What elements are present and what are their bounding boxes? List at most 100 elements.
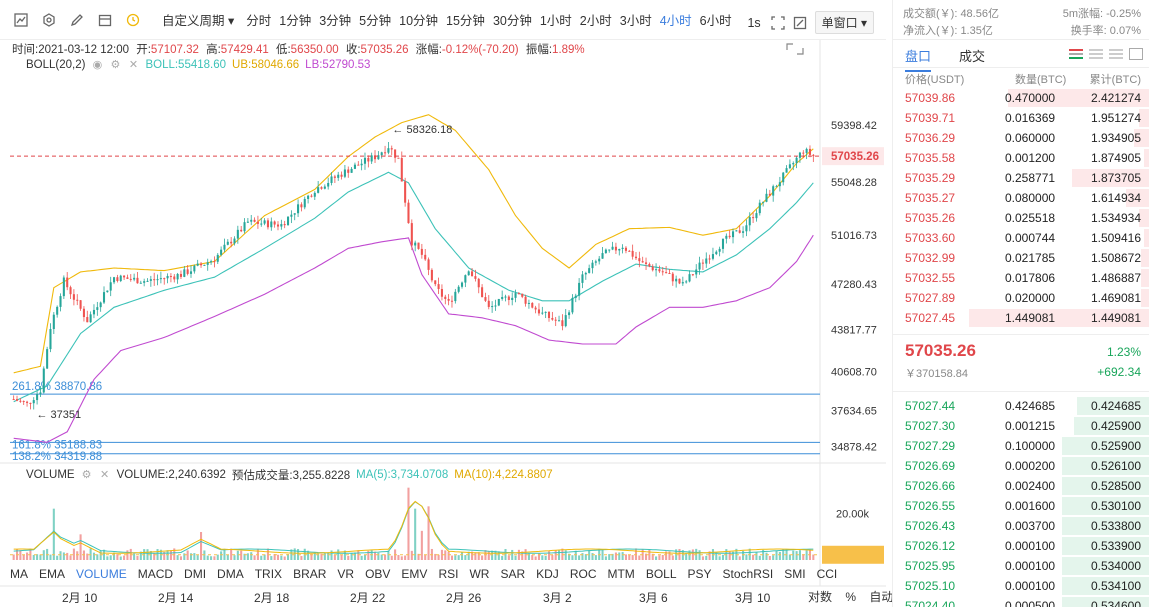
bid-row[interactable]: 57025.10 0.000100 0.534100 xyxy=(893,576,1149,596)
indicator-tab[interactable]: CCI xyxy=(816,567,838,581)
ask-row[interactable]: 57032.99 0.021785 1.508672 xyxy=(893,248,1149,268)
ask-row[interactable]: 57039.86 0.470000 2.421274 xyxy=(893,88,1149,108)
single-window-dropdown[interactable]: 单窗口 ▾ xyxy=(814,11,874,34)
view-depth-icon[interactable] xyxy=(1129,48,1143,60)
candle-body xyxy=(742,231,745,233)
candle-body xyxy=(96,307,99,310)
ask-row[interactable]: 57039.71 0.016369 1.951274 xyxy=(893,108,1149,128)
date-tick: 2月 14 xyxy=(158,591,194,605)
indicator-tab[interactable]: SMI xyxy=(784,567,806,581)
period-option[interactable]: 1分钟 xyxy=(279,14,312,28)
indicator-tab[interactable]: DMA xyxy=(217,567,244,581)
indicator-tab[interactable]: BOLL xyxy=(645,567,677,581)
indicator-tab[interactable]: EMA xyxy=(39,567,66,581)
ask-row[interactable]: 57035.58 0.001200 1.874905 xyxy=(893,148,1149,168)
order-total: 1.508672 xyxy=(1090,251,1141,265)
ask-row[interactable]: 57027.45 1.449081 1.449081 xyxy=(893,308,1149,328)
indicator-tab[interactable]: ROC xyxy=(569,567,597,581)
calendar-icon[interactable] xyxy=(98,13,112,27)
period-option[interactable]: 2小时 xyxy=(579,14,612,28)
bid-row[interactable]: 57026.43 0.003700 0.533800 xyxy=(893,516,1149,536)
bid-row[interactable]: 57027.44 0.424685 0.424685 xyxy=(893,396,1149,416)
volume-bar xyxy=(109,555,112,560)
period-option[interactable]: 30分钟 xyxy=(492,14,532,28)
last-change-amount: +692.34 xyxy=(1097,365,1141,379)
indicator-tab[interactable]: MTM xyxy=(607,567,635,581)
auto-scale-toggle[interactable]: 自动 xyxy=(869,590,894,604)
bid-row[interactable]: 57026.66 0.002400 0.528500 xyxy=(893,476,1149,496)
volume-bar xyxy=(437,554,440,560)
eye-icon[interactable]: ◉ xyxy=(92,59,103,71)
indicator-tab[interactable]: BRAR xyxy=(293,567,327,581)
view-both-icon[interactable] xyxy=(1069,48,1083,60)
indicator-tab[interactable]: VR xyxy=(337,567,355,581)
close-icon[interactable]: ✕ xyxy=(128,59,139,71)
log-scale-toggle[interactable]: 对数 xyxy=(808,590,833,604)
ask-row[interactable]: 57035.26 0.025518 1.534934 xyxy=(893,208,1149,228)
expand-icon[interactable] xyxy=(786,43,804,55)
period-option[interactable]: 4小时 xyxy=(659,14,692,28)
indicator-icon[interactable] xyxy=(14,12,28,27)
interval-1s[interactable]: 1s xyxy=(747,15,761,30)
candle-body xyxy=(72,294,75,300)
gear-icon[interactable]: ⚙ xyxy=(110,59,121,71)
screenshot-icon[interactable] xyxy=(793,16,807,30)
close-icon[interactable]: ✕ xyxy=(99,469,110,481)
bid-row[interactable]: 57026.55 0.001600 0.530100 xyxy=(893,496,1149,516)
indicator-tab[interactable]: VOLUME xyxy=(76,567,127,581)
indicator-tab[interactable]: MACD xyxy=(137,567,174,581)
indicator-tab[interactable]: WR xyxy=(469,567,490,581)
indicator-tab[interactable]: OBV xyxy=(365,567,391,581)
candle-body xyxy=(32,400,35,404)
candle-body xyxy=(685,281,688,283)
bid-row[interactable]: 57027.29 0.100000 0.525900 xyxy=(893,436,1149,456)
period-option[interactable]: 15分钟 xyxy=(446,14,485,28)
candle-body xyxy=(611,246,614,250)
period-option[interactable]: 3分钟 xyxy=(319,14,352,28)
candle-body xyxy=(644,262,648,264)
gear-icon[interactable]: ⚙ xyxy=(81,469,92,481)
volume-bar xyxy=(384,554,387,560)
indicator-tab[interactable]: KDJ xyxy=(536,567,559,581)
tab-order-book[interactable]: 盘口 xyxy=(905,46,932,72)
depth-bar xyxy=(1141,289,1149,307)
indicator-tab[interactable]: StochRSI xyxy=(722,567,774,581)
period-option[interactable]: 3小时 xyxy=(619,14,652,28)
custom-period-dropdown[interactable]: 自定义周期 ▾ xyxy=(162,14,235,28)
bid-row[interactable]: 57024.40 0.000500 0.534600 xyxy=(893,596,1149,607)
view-bids-icon[interactable] xyxy=(1089,48,1103,60)
bid-row[interactable]: 57026.12 0.000100 0.533900 xyxy=(893,536,1149,556)
view-asks-icon[interactable] xyxy=(1109,48,1123,60)
ask-row[interactable]: 57036.29 0.060000 1.934905 xyxy=(893,128,1149,148)
settings-icon[interactable] xyxy=(42,12,56,27)
bid-row[interactable]: 57027.30 0.001215 0.425900 xyxy=(893,416,1149,436)
candle-body xyxy=(711,254,714,259)
percent-scale-toggle[interactable]: % xyxy=(845,590,857,604)
period-option[interactable]: 6小时 xyxy=(699,14,732,28)
bid-row[interactable]: 57026.69 0.000200 0.526100 xyxy=(893,456,1149,476)
indicator-tab[interactable]: SAR xyxy=(500,567,526,581)
period-option[interactable]: 1小时 xyxy=(539,14,572,28)
period-option[interactable]: 10分钟 xyxy=(399,14,439,28)
tab-trades[interactable]: 成交 xyxy=(959,49,986,64)
indicator-tab[interactable]: TRIX xyxy=(254,567,283,581)
ask-row[interactable]: 57035.27 0.080000 1.614934 xyxy=(893,188,1149,208)
period-option[interactable]: 分时 xyxy=(246,14,272,28)
draw-icon[interactable] xyxy=(70,13,84,27)
period-option[interactable]: 5分钟 xyxy=(359,14,392,28)
indicator-tab[interactable]: DMI xyxy=(184,567,207,581)
ask-row[interactable]: 57035.29 0.258771 1.873705 xyxy=(893,168,1149,188)
ask-row[interactable]: 57027.89 0.020000 1.469081 xyxy=(893,288,1149,308)
turnover-rate: 换手率: 0.07% xyxy=(1070,25,1141,37)
ask-row[interactable]: 57032.55 0.017806 1.486887 xyxy=(893,268,1149,288)
clock-icon[interactable] xyxy=(126,13,140,27)
indicator-tab[interactable]: MA xyxy=(10,567,28,581)
fullscreen-icon[interactable] xyxy=(770,15,785,30)
indicator-tab[interactable]: EMV xyxy=(401,567,428,581)
volume-bar xyxy=(343,550,346,560)
indicator-tab[interactable]: RSI xyxy=(438,567,459,581)
bid-row[interactable]: 57025.95 0.000100 0.534000 xyxy=(893,556,1149,576)
ask-row[interactable]: 57033.60 0.000744 1.509416 xyxy=(893,228,1149,248)
indicator-tab[interactable]: PSY xyxy=(687,567,712,581)
